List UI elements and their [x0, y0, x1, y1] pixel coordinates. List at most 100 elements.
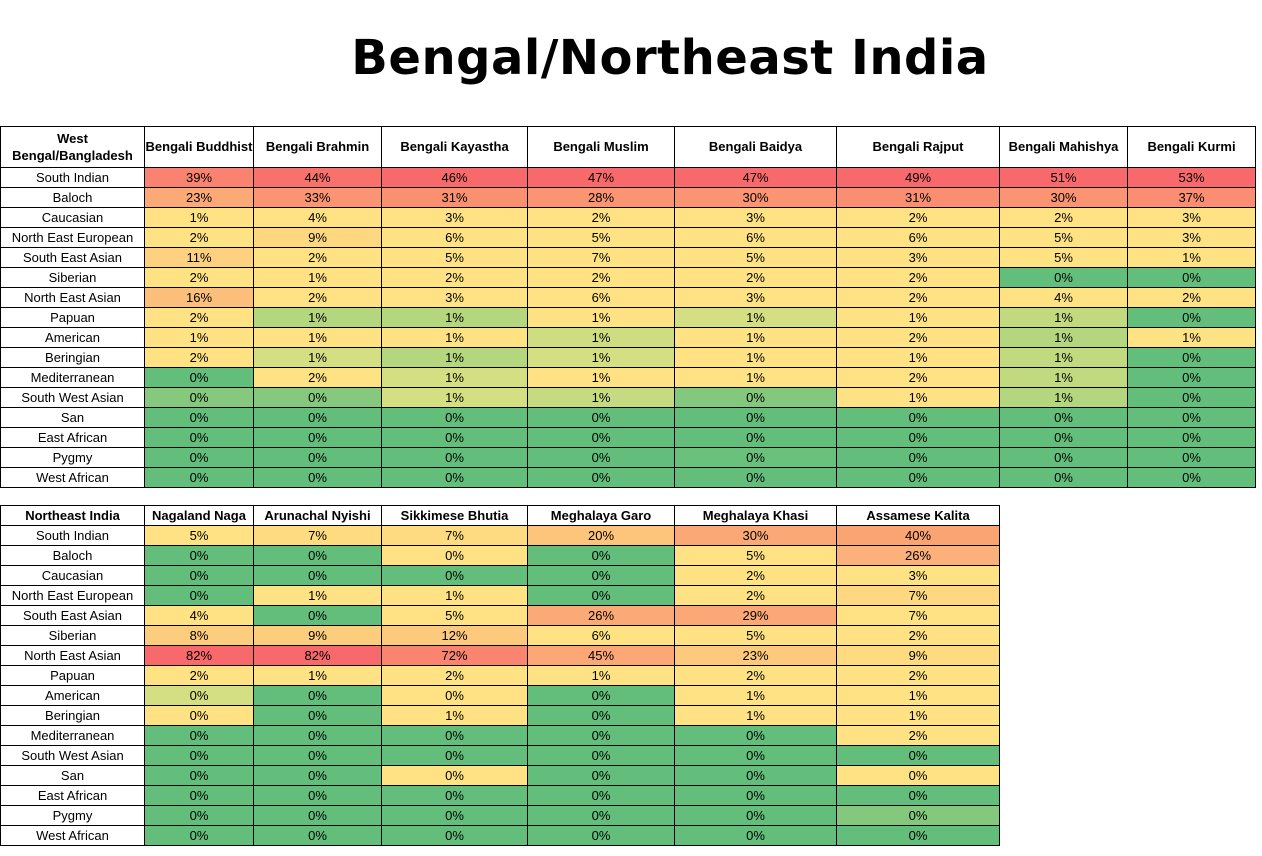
heat-cell-west-african-bengali-rajput: 0%	[836, 467, 1000, 488]
heat-cell-south-indian-bengali-muslim: 47%	[527, 167, 675, 188]
row-label: Baloch	[0, 187, 145, 208]
heat-cell-caucasian-bengali-kayastha: 3%	[381, 207, 528, 228]
row-label: Caucasian	[0, 207, 145, 228]
table-row-papuan: Papuan 2% 1% 2% 1% 2% 2%	[0, 665, 1000, 686]
heat-cell-mediterranean-bengali-baidya: 1%	[674, 367, 837, 388]
column-header-meghalaya-garo: Meghalaya Garo	[527, 505, 675, 526]
row-header-title: Northeast India	[0, 505, 145, 526]
heat-cell-baloch-sikkimese-bhutia: 0%	[381, 545, 528, 566]
heat-cell-pygmy-nagaland-naga: 0%	[144, 805, 254, 826]
table-row-papuan: Papuan 2% 1% 1% 1% 1% 1% 1% 0%	[0, 307, 1256, 328]
heat-cell-mediterranean-meghalaya-khasi: 0%	[674, 725, 837, 746]
heat-cell-american-bengali-baidya: 1%	[674, 327, 837, 348]
page-title: Bengal/Northeast India	[351, 30, 989, 86]
heat-cell-west-african-meghalaya-garo: 0%	[527, 825, 675, 846]
heat-cell-south-west-asian-sikkimese-bhutia: 0%	[381, 745, 528, 766]
heat-cell-mediterranean-arunachal-nyishi: 0%	[253, 725, 382, 746]
heat-cell-beringian-assamese-kalita: 1%	[836, 705, 1000, 726]
heat-cell-caucasian-nagaland-naga: 0%	[144, 565, 254, 586]
row-label: South East Asian	[0, 605, 145, 626]
row-label: East African	[0, 785, 145, 806]
table-row-beringian: Beringian 2% 1% 1% 1% 1% 1% 1% 0%	[0, 347, 1256, 368]
row-label: Pygmy	[0, 447, 145, 468]
row-label: West African	[0, 825, 145, 846]
heat-cell-american-bengali-kurmi: 1%	[1127, 327, 1256, 348]
heat-cell-american-bengali-muslim: 1%	[527, 327, 675, 348]
heat-cell-east-african-bengali-buddhist: 0%	[144, 427, 254, 448]
heat-cell-papuan-nagaland-naga: 2%	[144, 665, 254, 686]
heat-cell-american-meghalaya-khasi: 1%	[674, 685, 837, 706]
heat-cell-north-east-european-bengali-kurmi: 3%	[1127, 227, 1256, 248]
heat-cell-beringian-arunachal-nyishi: 0%	[253, 705, 382, 726]
heat-cell-pygmy-meghalaya-garo: 0%	[527, 805, 675, 826]
heat-cell-south-west-asian-bengali-mahishya: 1%	[999, 387, 1128, 408]
heat-cell-pygmy-bengali-rajput: 0%	[836, 447, 1000, 468]
column-header-sikkimese-bhutia: Sikkimese Bhutia	[381, 505, 528, 526]
row-label: San	[0, 407, 145, 428]
heat-cell-south-east-asian-assamese-kalita: 7%	[836, 605, 1000, 626]
column-header-bengali-muslim: Bengali Muslim	[527, 126, 675, 168]
heat-cell-west-african-bengali-muslim: 0%	[527, 467, 675, 488]
heat-cell-san-bengali-buddhist: 0%	[144, 407, 254, 428]
heat-cell-south-indian-bengali-baidya: 47%	[674, 167, 837, 188]
table-row-south-east-asian: South East Asian 4% 0% 5% 26% 29% 7%	[0, 605, 1000, 626]
heat-cell-north-east-asian-nagaland-naga: 82%	[144, 645, 254, 666]
heat-cell-south-west-asian-assamese-kalita: 0%	[836, 745, 1000, 766]
heat-cell-caucasian-bengali-mahishya: 2%	[999, 207, 1128, 228]
heat-cell-siberian-assamese-kalita: 2%	[836, 625, 1000, 646]
heat-cell-south-west-asian-nagaland-naga: 0%	[144, 745, 254, 766]
heat-cell-pygmy-meghalaya-khasi: 0%	[674, 805, 837, 826]
heat-cell-caucasian-sikkimese-bhutia: 0%	[381, 565, 528, 586]
heat-cell-american-sikkimese-bhutia: 0%	[381, 685, 528, 706]
table-row-west-african: West African 0% 0% 0% 0% 0% 0%	[0, 825, 1000, 846]
heat-cell-san-assamese-kalita: 0%	[836, 765, 1000, 786]
row-label: North East European	[0, 585, 145, 606]
row-label: Papuan	[0, 307, 145, 328]
heat-cell-papuan-bengali-mahishya: 1%	[999, 307, 1128, 328]
heat-cell-papuan-bengali-baidya: 1%	[674, 307, 837, 328]
heat-cell-south-east-asian-bengali-baidya: 5%	[674, 247, 837, 268]
heat-cell-east-african-sikkimese-bhutia: 0%	[381, 785, 528, 806]
heat-cell-south-indian-sikkimese-bhutia: 7%	[381, 525, 528, 546]
heat-cell-east-african-nagaland-naga: 0%	[144, 785, 254, 806]
heat-cell-south-east-asian-bengali-brahmin: 2%	[253, 247, 382, 268]
heat-cell-san-bengali-baidya: 0%	[674, 407, 837, 428]
heat-cell-south-west-asian-bengali-muslim: 1%	[527, 387, 675, 408]
heat-cell-south-indian-nagaland-naga: 5%	[144, 525, 254, 546]
heat-cell-north-east-european-nagaland-naga: 0%	[144, 585, 254, 606]
row-label: North East Asian	[0, 645, 145, 666]
heat-cell-east-african-assamese-kalita: 0%	[836, 785, 1000, 806]
heat-cell-west-african-bengali-kurmi: 0%	[1127, 467, 1256, 488]
heat-cell-east-african-bengali-mahishya: 0%	[999, 427, 1128, 448]
header-row: Northeast India Nagaland Naga Arunachal Ny…	[0, 505, 1000, 526]
heat-cell-south-west-asian-meghalaya-garo: 0%	[527, 745, 675, 766]
heat-cell-mediterranean-nagaland-naga: 0%	[144, 725, 254, 746]
heat-cell-pygmy-bengali-muslim: 0%	[527, 447, 675, 468]
heat-cell-american-meghalaya-garo: 0%	[527, 685, 675, 706]
heat-cell-south-west-asian-meghalaya-khasi: 0%	[674, 745, 837, 766]
heat-cell-baloch-bengali-baidya: 30%	[674, 187, 837, 208]
row-label: South West Asian	[0, 745, 145, 766]
heat-cell-south-west-asian-bengali-baidya: 0%	[674, 387, 837, 408]
heat-cell-south-east-asian-meghalaya-khasi: 29%	[674, 605, 837, 626]
heat-cell-baloch-bengali-rajput: 31%	[836, 187, 1000, 208]
heat-cell-american-bengali-rajput: 2%	[836, 327, 1000, 348]
table-row-south-west-asian: South West Asian 0% 0% 1% 1% 0% 1% 1% 0%	[0, 387, 1256, 408]
heat-cell-south-indian-bengali-mahishya: 51%	[999, 167, 1128, 188]
row-label: Mediterranean	[0, 725, 145, 746]
heat-cell-siberian-bengali-brahmin: 1%	[253, 267, 382, 288]
heatmap-table-northeast-india: Northeast India Nagaland Naga Arunachal Ny…	[0, 505, 1000, 846]
heat-cell-south-west-asian-bengali-rajput: 1%	[836, 387, 1000, 408]
heat-cell-beringian-meghalaya-garo: 0%	[527, 705, 675, 726]
heat-cell-san-sikkimese-bhutia: 0%	[381, 765, 528, 786]
table-row-mediterranean: Mediterranean 0% 2% 1% 1% 1% 2% 1% 0%	[0, 367, 1256, 388]
table-row-north-east-asian: North East Asian 82% 82% 72% 45% 23% 9%	[0, 645, 1000, 666]
heat-cell-beringian-bengali-kayastha: 1%	[381, 347, 528, 368]
heat-cell-south-east-asian-meghalaya-garo: 26%	[527, 605, 675, 626]
heat-cell-north-east-european-assamese-kalita: 7%	[836, 585, 1000, 606]
heat-cell-american-arunachal-nyishi: 0%	[253, 685, 382, 706]
heat-cell-south-east-asian-bengali-kurmi: 1%	[1127, 247, 1256, 268]
heat-cell-east-african-arunachal-nyishi: 0%	[253, 785, 382, 806]
heat-cell-beringian-bengali-buddhist: 2%	[144, 347, 254, 368]
heat-cell-west-african-nagaland-naga: 0%	[144, 825, 254, 846]
